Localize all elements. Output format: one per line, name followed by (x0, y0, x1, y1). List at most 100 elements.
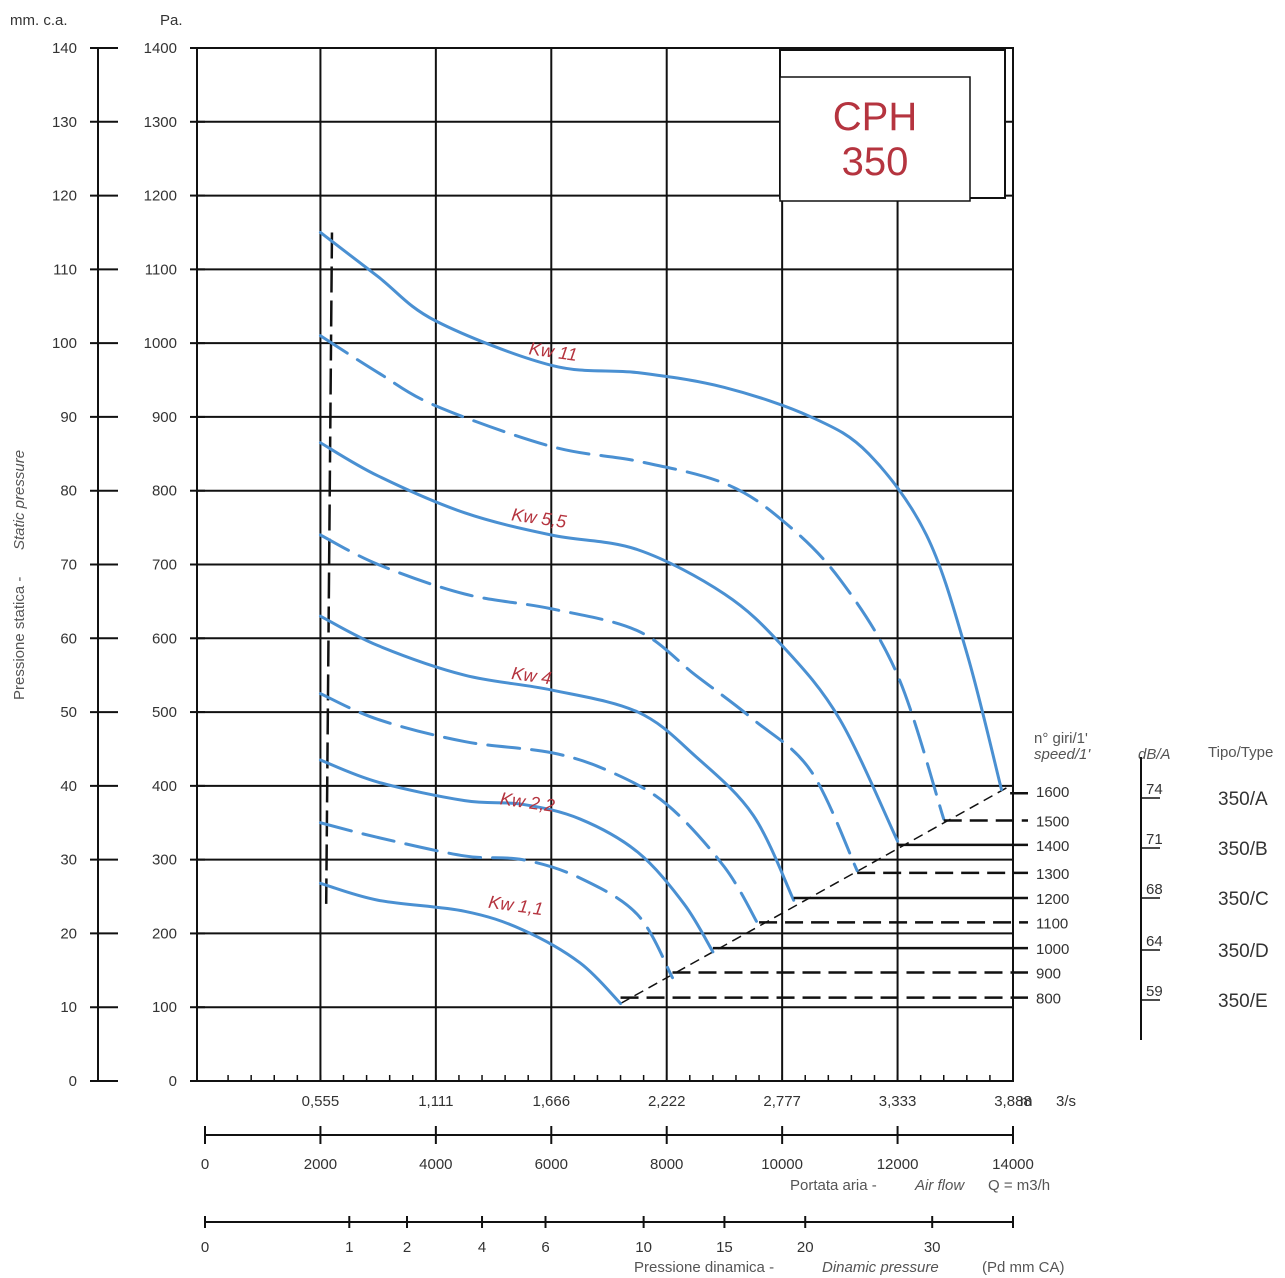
pd-tick-label: 10 (635, 1239, 652, 1256)
y-mm-tick-label: 70 (60, 557, 77, 574)
y-mm-tick-label: 120 (52, 188, 77, 205)
x-m3h-tick-label: 8000 (650, 1156, 683, 1173)
y-axis-title: Pressione statica - Static pressure (11, 450, 28, 700)
dba-value-74: 74 (1146, 781, 1163, 798)
y-pa-tick-label: 900 (152, 409, 177, 426)
curve-label-4: Kw 1,1 (487, 892, 544, 919)
dba-value-71: 71 (1146, 831, 1163, 848)
y-pa-tick-label: 100 (152, 999, 177, 1016)
curve-1500 (318, 334, 946, 821)
dba-value-64: 64 (1146, 933, 1163, 950)
speed-legend: n° giri/1' speed/1' dB/A Tipo/Type 1600 1… (620, 730, 1273, 1040)
x-m3s-tick-label: 1,111 (418, 1093, 453, 1110)
speed-label-900: 900 (1036, 966, 1061, 983)
type-350/A: 350/A (1218, 789, 1268, 810)
x-m3s-tick-label: 3,888 (994, 1093, 1032, 1110)
curve-1400 (318, 441, 900, 843)
y-pa-tick-label: 1300 (144, 114, 177, 131)
type-350/D: 350/D (1218, 941, 1269, 962)
x-axes: 0,555 1,111 1,666 2,222 2,777 3,333 3,888 0 2000… (201, 1093, 1034, 1256)
x-m3s-tick-label: 1,666 (533, 1093, 571, 1110)
x-m3h-tick-label: 10000 (761, 1156, 803, 1173)
speed-header-a: n° giri/1' (1034, 730, 1088, 747)
x-m3h-tick-label: 12000 (877, 1156, 919, 1173)
svg-text:Static pressure: Static pressure (11, 450, 28, 550)
x-m3h-title-c: Q = m3/h (988, 1177, 1050, 1194)
end-trend-line (620, 785, 1011, 1005)
x-m3h-tick-label: 2000 (304, 1156, 337, 1173)
y-mm-tick-label: 80 (60, 483, 77, 500)
speed-label-1300: 1300 (1036, 866, 1069, 883)
speed-label-800: 800 (1036, 991, 1061, 1008)
chart-title-line-1: CPH (833, 95, 917, 139)
y-pa-tick-label: 1000 (144, 335, 177, 352)
speed-label-1500: 1500 (1036, 814, 1069, 831)
y-pa-tick-label: 1100 (145, 261, 177, 278)
speed-header-b: speed/1' (1034, 746, 1091, 763)
pd-tick-label: 6 (541, 1239, 549, 1256)
y-pa-tick-label: 1400 (144, 40, 177, 57)
pd-tick-label: 1 (345, 1239, 353, 1256)
svg-text:Pressione statica -: Pressione statica - (11, 577, 28, 700)
x-m3h-tick-label: 14000 (992, 1156, 1034, 1173)
speed-label-1100: 1100 (1036, 915, 1068, 932)
x-m3h-tick-label: 0 (201, 1156, 209, 1173)
curve-1300 (318, 533, 859, 873)
dba-value-59: 59 (1146, 983, 1163, 1000)
speed-label-1600: 1600 (1036, 784, 1069, 801)
curve-1000 (318, 758, 715, 954)
y-mm-tick-label: 90 (60, 409, 77, 426)
pd-tick-label: 4 (478, 1239, 486, 1256)
y-mm-tick-label: 100 (52, 335, 77, 352)
x-m3s-tick-label: 2,222 (648, 1093, 686, 1110)
pd-title-a: Pressione dinamica - (634, 1259, 774, 1276)
curve-900 (318, 821, 674, 980)
y-pa-tick-label: 300 (152, 852, 177, 869)
curve-1600 (318, 230, 1003, 792)
pd-tick-label: 2 (403, 1239, 411, 1256)
y-mm-tick-label: 20 (60, 925, 77, 942)
curve-label-3: Kw 2,2 (499, 788, 556, 815)
curve-1200 (318, 614, 796, 902)
y-mm-unit: mm. c.a. (10, 12, 68, 29)
y-pa-tick-label: 800 (152, 483, 177, 500)
x-m3s-unit-b: 3/s (1056, 1093, 1076, 1110)
x-m3s-tick-label: 0,555 (302, 1093, 340, 1110)
pd-tick-label: 20 (797, 1239, 814, 1256)
x-m3h-tick-label: 4000 (419, 1156, 452, 1173)
y-pa-tick-label: 1200 (144, 188, 177, 205)
y-pa-tick-label: 400 (152, 778, 177, 795)
x-m3h-tick-label: 6000 (535, 1156, 568, 1173)
x-m3s-unit-a: m (1020, 1093, 1033, 1110)
speed-label-1000: 1000 (1036, 941, 1069, 958)
y-pa-tick-label: 200 (152, 925, 177, 942)
pd-tick-label: 0 (201, 1239, 209, 1256)
type-350/C: 350/C (1218, 889, 1269, 910)
y-mm-tick-label: 110 (53, 261, 77, 278)
type-350/E: 350/E (1218, 991, 1268, 1012)
pd-tick-label: 15 (716, 1239, 733, 1256)
y-mm-tick-label: 60 (60, 630, 77, 647)
chart-title-line-2: 350 (842, 140, 909, 184)
speed-label-1400: 1400 (1036, 838, 1069, 855)
y-mm-tick-label: 30 (60, 852, 77, 869)
y-pa-tick-label: 600 (152, 630, 177, 647)
curve-800 (318, 881, 623, 1006)
stall-limit-line (324, 232, 334, 904)
pd-tick-label: 30 (924, 1239, 941, 1256)
type-header: Tipo/Type (1208, 744, 1273, 761)
grid (196, 47, 1014, 1082)
dba-header: dB/A (1138, 746, 1171, 763)
curve-1100 (318, 692, 761, 928)
x-m3h-title-b: Air flow (914, 1177, 965, 1194)
y-pa-tick-label: 700 (152, 557, 177, 574)
speed-label-1200: 1200 (1036, 891, 1069, 908)
y-axes: 1401301201101009080706050403020100140013… (52, 40, 205, 1090)
y-mm-tick-label: 130 (52, 114, 77, 131)
curves (318, 230, 1011, 1006)
y-mm-tick-label: 140 (52, 40, 77, 57)
y-pa-tick-label: 0 (169, 1073, 177, 1090)
x-m3s-tick-label: 3,333 (879, 1093, 917, 1110)
